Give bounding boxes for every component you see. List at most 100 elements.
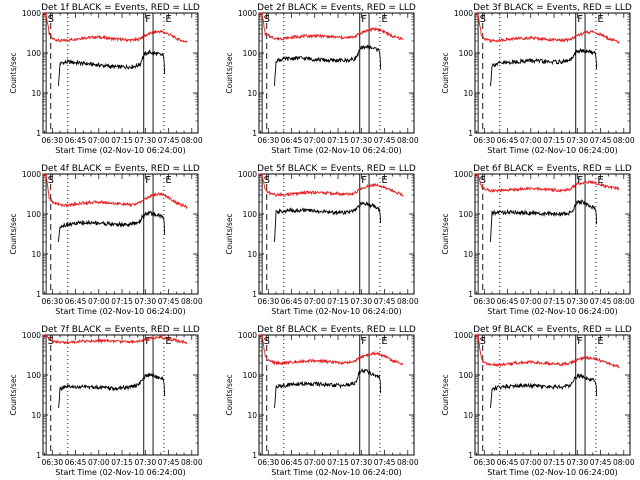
y-tick-label: 10 [247, 250, 257, 259]
y-tick-label: 10 [31, 89, 41, 98]
x-tick-label: 07:00 [88, 297, 110, 306]
x-tick-label: 07:00 [304, 297, 326, 306]
panel-title: Det 5f BLACK = Events, RED = LLD [257, 164, 416, 174]
x-tick-label: 07:45 [374, 458, 396, 467]
x-axis-label: Start Time (02-Nov-10 06:24:00) [55, 307, 185, 316]
y-axis-label: Counts/sec [441, 374, 450, 415]
marker-label: E [381, 336, 387, 347]
plot-frame [258, 12, 415, 134]
panel: Det 4f BLACK = Events, RED = LLD 1 10 100 10… [9, 164, 203, 316]
x-tick-label: 07:00 [520, 458, 542, 467]
y-tick-label: 1 [252, 290, 257, 299]
marker-label: F [577, 336, 583, 347]
series-lld-line [258, 11, 404, 42]
x-tick-label: 07:00 [520, 297, 542, 306]
marker-label: F [361, 336, 367, 347]
y-tick-label: 1 [468, 451, 473, 460]
marker-label: E [597, 14, 603, 25]
panel-title: Det 8f BLACK = Events, RED = LLD [257, 325, 416, 335]
panel-title: Det 2f BLACK = Events, RED = LLD [257, 3, 416, 13]
plot-frame [474, 173, 631, 295]
panel: Det 5f BLACK = Events, RED = LLD 1 10 100 10… [225, 164, 419, 316]
series-lld-line [43, 173, 188, 210]
y-tick-label: 1000 [22, 170, 41, 179]
x-tick-label: 08:00 [397, 297, 419, 306]
x-tick-label: 07:45 [158, 136, 180, 145]
y-tick-label: 100 [459, 49, 474, 58]
series-lld-line [474, 12, 620, 44]
x-axis-label: Start Time (02-Nov-10 06:24:00) [487, 146, 617, 155]
x-tick-label: 07:30 [134, 297, 156, 306]
panel: Det 9f BLACK = Events, RED = LLD 1 10 100 10… [441, 325, 635, 477]
y-tick-label: 10 [31, 250, 41, 259]
x-tick-label: 07:00 [88, 136, 110, 145]
y-axis-label: Counts/sec [441, 52, 450, 93]
x-tick-label: 07:00 [304, 458, 326, 467]
series-events-line [58, 49, 166, 86]
x-tick-label: 07:45 [158, 458, 180, 467]
series-lld-line [43, 12, 188, 44]
x-tick-label: 08:00 [613, 136, 635, 145]
series-events-line [490, 372, 598, 408]
y-tick-label: 10 [463, 89, 473, 98]
y-tick-label: 1 [36, 290, 41, 299]
panel: Det 2f BLACK = Events, RED = LLD 1 10 100 10… [225, 3, 419, 155]
y-tick-label: 10 [247, 89, 257, 98]
x-tick-label: 07:15 [111, 136, 133, 145]
x-tick-label: 07:15 [327, 297, 349, 306]
series-events-line [274, 44, 382, 86]
y-tick-label: 1 [468, 290, 473, 299]
y-tick-label: 1 [252, 129, 257, 138]
plot-frame [258, 173, 415, 295]
series-events-line [490, 48, 598, 87]
x-axis-label: Start Time (02-Nov-10 06:24:00) [271, 146, 401, 155]
series-events-line [58, 372, 166, 409]
x-tick-label: 06:45 [281, 458, 303, 467]
x-tick-label: 08:00 [613, 297, 635, 306]
marker-label: E [381, 175, 387, 186]
y-tick-label: 100 [459, 371, 474, 380]
plot-frame [474, 12, 631, 134]
x-tick-label: 07:00 [304, 136, 326, 145]
y-axis-label: Counts/sec [9, 52, 18, 93]
series-lld-line [474, 173, 620, 194]
y-axis-label: Counts/sec [9, 213, 18, 254]
y-tick-label: 100 [27, 210, 42, 219]
marker-label: S [480, 14, 486, 25]
x-tick-label: 06:30 [257, 458, 279, 467]
x-tick-label: 06:45 [65, 458, 87, 467]
y-axis-label: Counts/sec [225, 374, 234, 415]
marker-label: E [165, 175, 171, 186]
x-tick-label: 07:15 [111, 458, 133, 467]
marker-label: F [577, 14, 583, 25]
x-tick-label: 06:30 [473, 458, 495, 467]
x-axis-label: Start Time (02-Nov-10 06:24:00) [55, 146, 185, 155]
x-tick-label: 08:00 [397, 136, 419, 145]
plot-frame [258, 334, 415, 456]
plot-frame [42, 173, 199, 295]
marker-label: E [597, 175, 603, 186]
marker-label: E [597, 336, 603, 347]
marker-label: E [165, 336, 171, 347]
x-tick-label: 08:00 [181, 458, 203, 467]
y-tick-label: 100 [243, 371, 258, 380]
y-axis-label: Counts/sec [9, 374, 18, 415]
y-axis-label: Counts/sec [225, 52, 234, 93]
x-tick-label: 06:30 [41, 297, 63, 306]
y-tick-label: 100 [27, 49, 42, 58]
x-axis-label: Start Time (02-Nov-10 06:24:00) [271, 468, 401, 477]
y-tick-label: 1 [252, 451, 257, 460]
panel-title: Det 4f BLACK = Events, RED = LLD [41, 164, 200, 174]
panel-title: Det 9f BLACK = Events, RED = LLD [473, 325, 632, 335]
y-tick-label: 1000 [238, 331, 257, 340]
marker-label: F [145, 14, 151, 25]
x-tick-label: 08:00 [613, 458, 635, 467]
marker-label: S [480, 175, 486, 186]
y-tick-label: 1000 [22, 331, 41, 340]
series-lld-line [258, 334, 404, 366]
x-tick-label: 07:15 [543, 136, 565, 145]
x-axis-label: Start Time (02-Nov-10 06:24:00) [487, 468, 617, 477]
x-tick-label: 07:30 [566, 297, 588, 306]
x-tick-label: 07:30 [134, 458, 156, 467]
